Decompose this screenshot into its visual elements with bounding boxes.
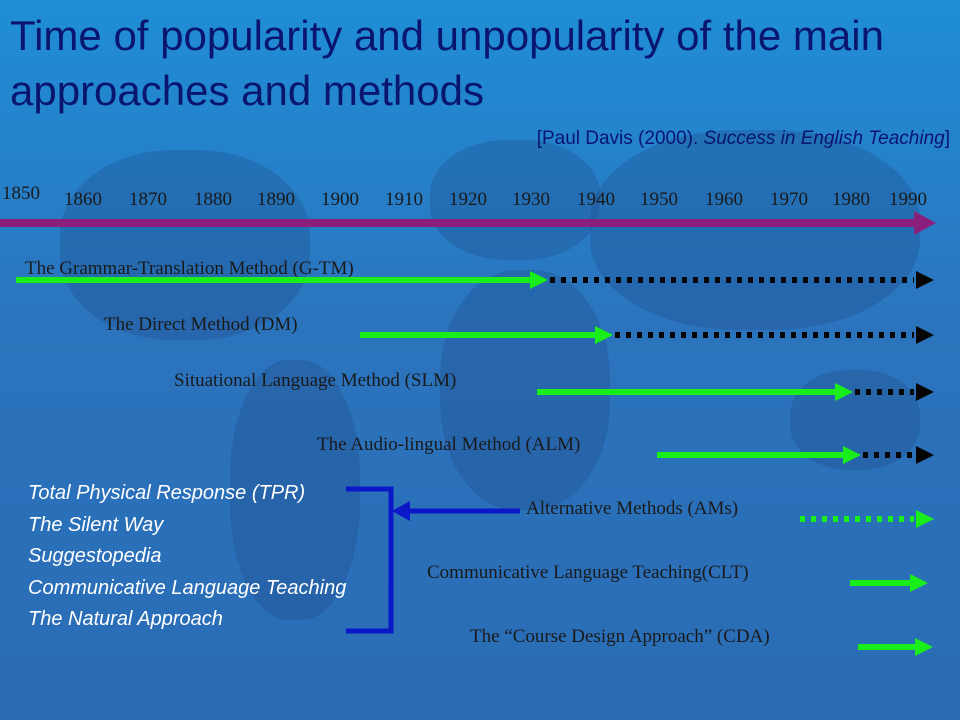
method-label-clt: Communicative Language Teaching(CLT) — [427, 562, 749, 583]
alternative-method-item: Total Physical Response (TPR) — [28, 482, 306, 504]
unpopular-arrowhead — [916, 271, 934, 289]
year-label: 1950 — [640, 189, 678, 210]
year-label: 1970 — [770, 189, 808, 210]
year-label: 1990 — [889, 189, 927, 210]
method-label-ams: Alternative Methods (AMs) — [526, 498, 739, 519]
year-label: 1910 — [385, 189, 423, 210]
unpopular-arrowhead — [916, 446, 934, 464]
method-label-cda: The “Course Design Approach” (CDA) — [470, 626, 770, 647]
map-asia — [590, 130, 920, 330]
year-label: 1980 — [832, 189, 870, 210]
popular-arrowhead — [910, 574, 928, 592]
year-label: 1920 — [449, 189, 487, 210]
popular-arrowhead — [843, 446, 861, 464]
unpopular-arrowhead — [916, 326, 934, 344]
slide-title: Time of popularity and unpopularity of t… — [10, 12, 884, 114]
popular-arrowhead — [915, 638, 933, 656]
popular-arrowhead — [835, 383, 853, 401]
method-label-slm: Situational Language Method (SLM) — [174, 370, 457, 391]
citation-prefix: [Paul Davis (2000). — [536, 128, 704, 149]
method-bars — [16, 271, 934, 656]
alternative-method-item: Suggestopedia — [28, 545, 162, 567]
citation-suffix: ] — [944, 128, 950, 149]
map-north-america — [60, 150, 310, 340]
map-south-america — [230, 360, 360, 620]
year-label: 1860 — [64, 189, 102, 210]
popular-arrowhead — [595, 326, 613, 344]
unpopular-arrowhead — [916, 510, 934, 528]
year-label: 1850 — [2, 183, 40, 204]
year-label: 1940 — [577, 189, 615, 210]
timeline-arrowhead — [914, 211, 936, 235]
alternative-methods-bracket — [346, 486, 520, 634]
alternative-methods-list: Total Physical Response (TPR) The Silent… — [28, 478, 346, 636]
year-label: 1870 — [129, 189, 167, 210]
year-label: 1960 — [705, 189, 743, 210]
alternative-method-item: The Natural Approach — [28, 608, 223, 630]
alternative-method-item: Communicative Language Teaching — [28, 576, 347, 599]
year-label: 1900 — [321, 189, 359, 210]
citation: [Paul Davis (2000). Success in English T… — [537, 128, 950, 150]
year-label: 1930 — [512, 189, 550, 210]
year-label: 1890 — [257, 189, 295, 210]
alternative-method-item: The Silent Way — [28, 513, 164, 536]
unpopular-arrowhead — [916, 383, 934, 401]
method-label-gtm: The Grammar-Translation Method (G-TM) — [25, 258, 354, 279]
citation-book-title: Success in English Teaching — [703, 128, 945, 149]
bracket-arrowhead — [392, 501, 410, 521]
map-europe — [430, 140, 600, 260]
method-label-dm: The Direct Method (DM) — [104, 314, 298, 335]
popular-arrowhead — [530, 271, 548, 289]
year-label: 1880 — [194, 189, 232, 210]
method-label-alm: The Audio-lingual Method (ALM) — [317, 434, 581, 455]
